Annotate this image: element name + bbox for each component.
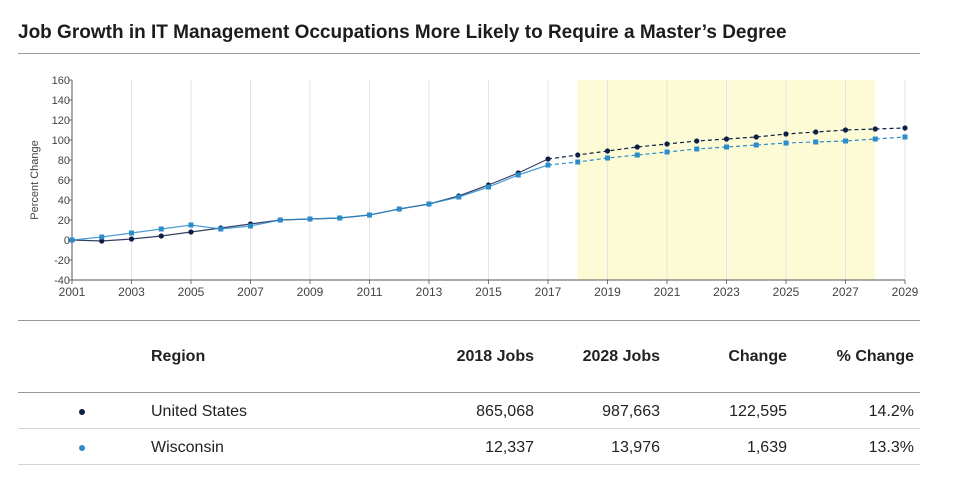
y-tick-label: 20 [58, 215, 70, 227]
header-2028-jobs: 2028 Jobs [582, 348, 660, 365]
x-tick-label: 2023 [713, 285, 740, 299]
row-region: United States [151, 403, 248, 420]
table-header-rule [18, 392, 920, 393]
united-states-point [753, 134, 759, 140]
wisconsin-point [753, 142, 759, 148]
united-states-point [664, 141, 670, 147]
united-states-point [128, 236, 135, 242]
row-pct-change: 13.3% [868, 439, 914, 456]
united-states-point [188, 229, 194, 235]
chart-title: Job Growth in IT Management Occupations … [18, 22, 787, 43]
wisconsin-point [813, 139, 819, 145]
wisconsin-point [367, 212, 372, 218]
x-tick-label: 2013 [416, 285, 443, 299]
wisconsin-point [99, 234, 105, 240]
wisconsin-point [843, 138, 848, 144]
y-tick-label: 80 [58, 155, 70, 167]
row-change: 1,639 [746, 439, 787, 456]
united-states-point [634, 144, 640, 150]
x-tick-label: 2005 [178, 285, 205, 299]
wisconsin-point [218, 226, 224, 232]
y-tick-label: 0 [64, 235, 70, 247]
united-states-point [723, 136, 730, 142]
wisconsin-point [456, 194, 462, 200]
united-states-point [842, 127, 849, 133]
y-axis-label: Percent Change [29, 140, 41, 220]
wisconsin-point [188, 222, 194, 228]
row-2028-jobs: 13,976 [611, 439, 660, 456]
wisconsin-point [783, 140, 789, 146]
united-states-point [783, 131, 789, 137]
row-pct-change: 14.2% [868, 403, 914, 420]
y-tick-label: 120 [52, 115, 70, 127]
united-states-point [99, 238, 105, 244]
row-region: Wisconsin [151, 439, 224, 456]
x-tick-label: 2011 [357, 285, 383, 299]
united-states-point [575, 152, 581, 158]
header-2018-jobs: 2018 Jobs [456, 348, 534, 365]
table-bottom-rule [18, 464, 920, 465]
united-states-point [604, 148, 611, 154]
x-tick-label: 2025 [773, 285, 800, 299]
title-divider [18, 53, 920, 54]
y-tick-label: 40 [58, 195, 70, 207]
x-tick-label: 2003 [118, 285, 145, 299]
wisconsin-point [129, 230, 134, 236]
wisconsin-point [486, 184, 491, 190]
us-legend-marker [79, 409, 85, 415]
wisconsin-point [605, 155, 610, 161]
y-tick-label: 140 [52, 95, 70, 107]
y-tick-label: -40 [54, 275, 70, 287]
wisconsin-point [664, 149, 670, 155]
row-2028-jobs: 987,663 [602, 403, 660, 420]
header-pct-change: % Change [836, 348, 914, 365]
wisconsin-point [724, 144, 729, 150]
wisconsin-point [575, 159, 581, 165]
row-divider [18, 428, 920, 429]
x-tick-label: 2017 [535, 285, 562, 299]
wisconsin-point [634, 152, 640, 158]
y-tick-label: 160 [52, 75, 70, 87]
y-tick-label: -20 [54, 255, 70, 267]
united-states-point [694, 138, 700, 144]
wisconsin-point [426, 201, 432, 207]
wisconsin-point [307, 216, 313, 222]
x-tick-label: 2015 [475, 285, 502, 299]
header-change: Change [728, 348, 787, 365]
y-tick-label: 100 [52, 135, 70, 147]
united-states-point [813, 129, 819, 135]
x-tick-label: 2019 [594, 285, 621, 299]
x-tick-label: 2029 [892, 285, 919, 299]
table-top-rule [18, 320, 920, 321]
united-states-point [158, 233, 164, 239]
wisconsin-point [515, 172, 521, 178]
wisconsin-point [277, 217, 283, 223]
row-2018-jobs: 12,337 [485, 439, 534, 456]
y-tick-label: 60 [58, 175, 70, 187]
united-states-point [902, 125, 908, 131]
wisconsin-point [248, 223, 253, 229]
wisconsin-point [69, 237, 75, 243]
x-tick-label: 2021 [654, 285, 681, 299]
row-change: 122,595 [729, 403, 787, 420]
wisconsin-point [872, 136, 878, 142]
wi-legend-marker [79, 445, 85, 451]
x-tick-label: 2027 [832, 285, 859, 299]
united-states-point [872, 126, 878, 132]
row-2018-jobs: 865,068 [476, 403, 534, 420]
united-states-point [545, 156, 551, 162]
wisconsin-point [396, 206, 402, 212]
wisconsin-point [694, 146, 700, 152]
x-tick-label: 2001 [59, 285, 86, 299]
wisconsin-point [158, 226, 164, 232]
wisconsin-point [545, 162, 551, 168]
header-region: Region [151, 348, 206, 365]
wisconsin-point [902, 134, 908, 140]
x-tick-label: 2009 [297, 285, 324, 299]
x-tick-label: 2007 [237, 285, 264, 299]
wisconsin-point [337, 215, 343, 221]
line-chart: 2001 2003 2005 2007 2009 2011 2013 2015 2017 2019… [29, 75, 919, 299]
